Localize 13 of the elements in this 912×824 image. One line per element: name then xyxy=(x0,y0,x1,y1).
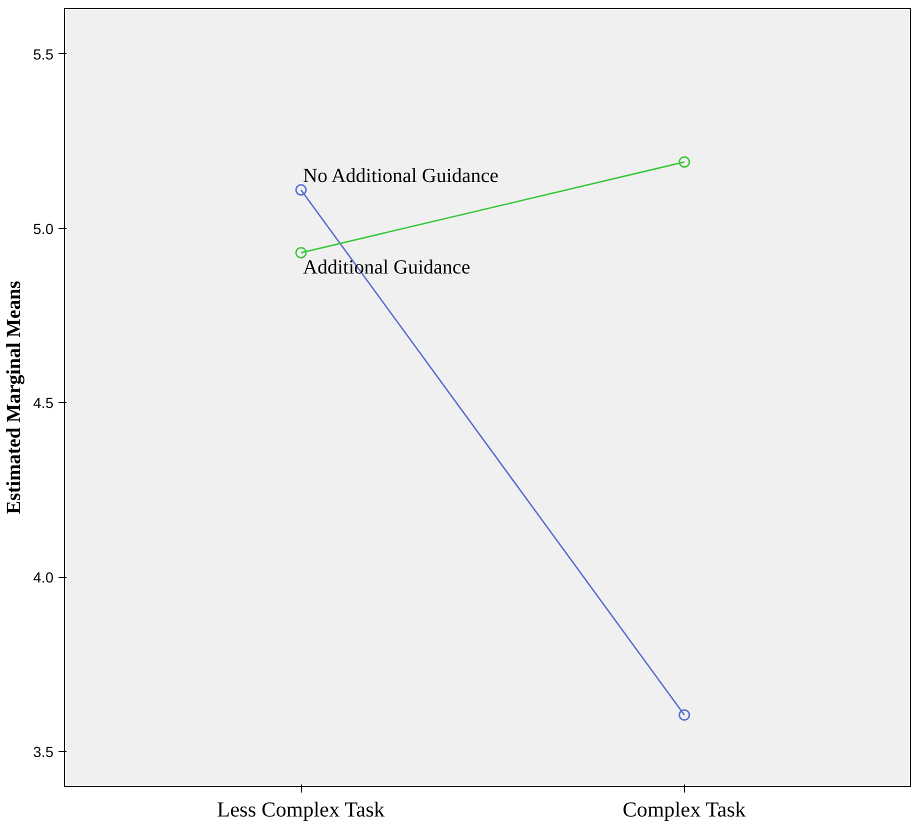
y-tick-label: 4.0 xyxy=(33,570,54,587)
x-tick-label: Complex Task xyxy=(622,798,746,822)
point xyxy=(295,246,307,258)
point xyxy=(678,156,690,168)
y-axis-title: Estimated Marginal Means xyxy=(3,280,26,514)
y-tick-label: 5.5 xyxy=(33,47,54,64)
point xyxy=(295,184,307,196)
series-label: No Additional Guidance xyxy=(303,164,499,187)
y-tick-label: 3.5 xyxy=(33,745,54,762)
y-tick-label: 5.0 xyxy=(33,222,54,238)
y-tick-label: 4.5 xyxy=(33,396,54,412)
point xyxy=(678,709,690,721)
x-tick-label: Less Complex Task xyxy=(217,798,385,822)
